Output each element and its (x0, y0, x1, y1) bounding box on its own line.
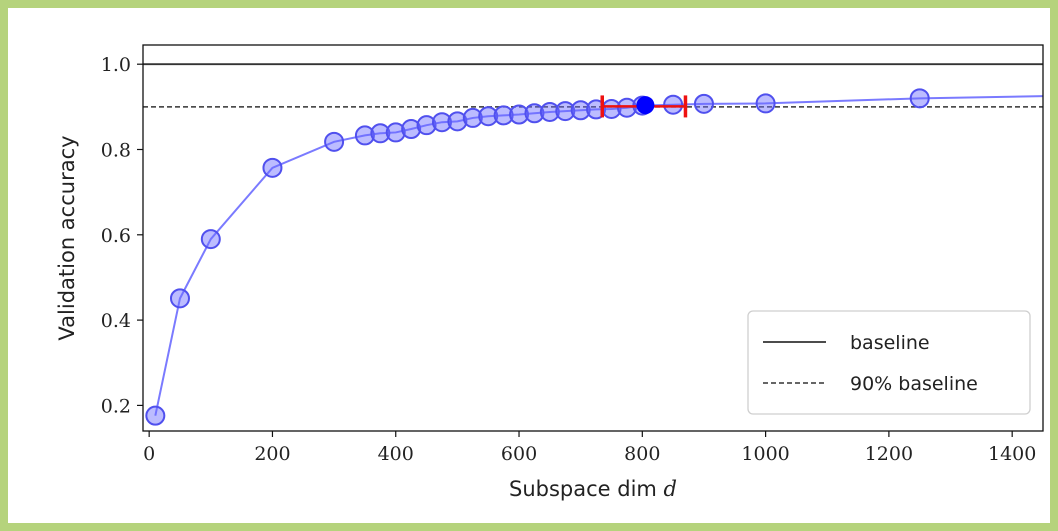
x-tick-label: 1000 (741, 443, 789, 465)
y-tick-label: 0.4 (101, 310, 131, 332)
y-tick-label: 0.6 (101, 225, 131, 247)
series-point (416, 115, 437, 136)
series-point (431, 112, 452, 133)
x-tick-label: 200 (254, 443, 290, 465)
x-axis-label-text: Subspace dim (509, 477, 657, 501)
series-point (401, 119, 422, 140)
legend-label-baseline: baseline (850, 332, 930, 354)
legend: baseline 90% baseline (747, 310, 1031, 415)
legend-box (747, 310, 1031, 415)
series-point (370, 123, 391, 144)
series-point (616, 97, 637, 118)
x-tick-label: 800 (624, 443, 660, 465)
series-point (524, 103, 545, 124)
series-point (663, 94, 684, 115)
plot-area-border (142, 44, 1044, 432)
series-point (478, 106, 499, 127)
series-point (354, 125, 375, 146)
series-point (447, 111, 468, 132)
x-tick-label: 1400 (988, 443, 1036, 465)
y-axis-label: Validation accuracy (55, 135, 79, 340)
x-axis-label: Subspace dim d (509, 477, 677, 501)
x-tick-label: 0 (143, 443, 155, 465)
series-point (262, 157, 283, 178)
series-point (755, 93, 776, 114)
series-point (539, 101, 560, 122)
series-point (145, 405, 166, 426)
series-point (909, 88, 930, 109)
legend-label-90-baseline: 90% baseline (850, 373, 978, 395)
series-point (169, 288, 190, 309)
series-point (324, 131, 345, 152)
series-point (462, 107, 483, 128)
chart-frame: 0 200 400 600 800 1000 1200 1400 0.2 0.4 0.6 0.8 1.0… (8, 8, 1050, 523)
series-point (385, 122, 406, 143)
highlight-point (636, 96, 655, 115)
x-tick-label: 1200 (865, 443, 913, 465)
y-tick-label: 0.2 (101, 395, 131, 417)
series-point (555, 101, 576, 122)
x-tick-label: 400 (378, 443, 414, 465)
series-point (693, 93, 714, 114)
x-axis-label-variable: d (664, 477, 677, 501)
series-point (493, 105, 514, 126)
y-tick-label: 1.0 (101, 54, 131, 76)
accuracy-chart: 0 200 400 600 800 1000 1200 1400 0.2 0.4 0.6 0.8 1.0… (55, 44, 1044, 501)
series-point (200, 229, 221, 250)
y-tick-label: 0.8 (101, 139, 131, 161)
series-point (570, 100, 591, 121)
x-tick-label: 600 (501, 443, 537, 465)
series-point (509, 104, 530, 125)
